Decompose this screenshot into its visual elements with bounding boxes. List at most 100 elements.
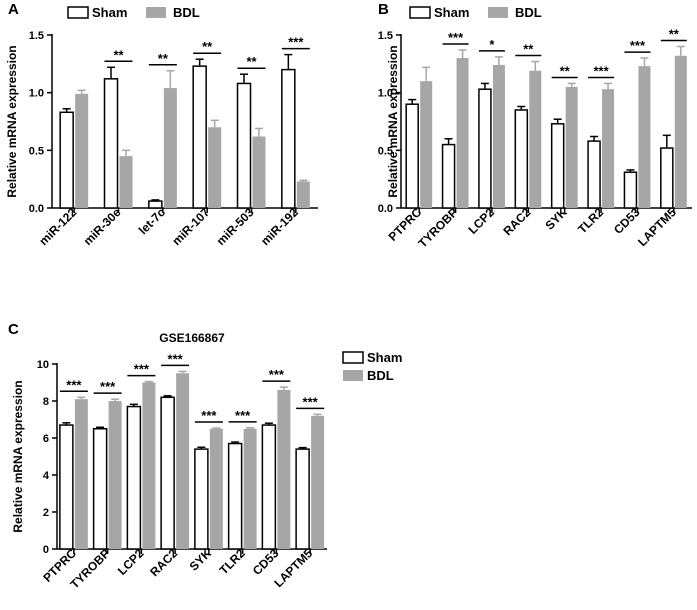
bar-sham-LAPTM5: [660, 147, 674, 209]
legend-label-sham: Sham: [367, 350, 402, 365]
y-tick-label: 4: [43, 470, 50, 482]
bar-sham-TYROBP: [441, 143, 456, 209]
panel-a-chart: A 0.0 0.5 1.0 1.5 Relative mRNA expression miR…: [5, 1, 318, 248]
x-category-label: miR-107: [169, 205, 212, 248]
bar-bdl-RAC2: [529, 70, 542, 209]
bar-bdl-miR-30e: [119, 156, 133, 208]
y-tick-label: 8: [43, 396, 49, 408]
y-tick-label: 6: [43, 433, 49, 445]
bar-bdl-TLR2: [243, 428, 257, 549]
significance-stars: **: [560, 63, 571, 78]
y-axis-label: Relative mRNA expression: [5, 45, 19, 197]
bar-bdl-PTPRC: [420, 81, 433, 208]
y-tick-label: 10: [37, 359, 49, 371]
chart-title: GSE166867: [159, 331, 225, 345]
y-tick-label: 0.5: [29, 145, 44, 157]
bar-sham-CD53: [623, 171, 638, 209]
bar-bdl-miR-107: [208, 127, 222, 208]
legend-label-bdl: BDL: [515, 5, 542, 20]
y-tick-label: 0.0: [378, 203, 393, 215]
x-category-label: miR-30e: [81, 205, 124, 248]
significance-stars: ***: [134, 362, 150, 377]
bar-bdl-RAC2: [176, 373, 190, 549]
significance-stars: **: [246, 54, 257, 69]
bar-bdl-CD53: [277, 389, 291, 549]
bar-sham-RAC2: [160, 396, 175, 550]
bar-sham-miR-122: [59, 111, 74, 209]
bar-sham-PTPRC: [59, 424, 74, 550]
bar-sham-RAC2: [514, 109, 529, 209]
significance-stars: **: [523, 42, 534, 57]
y-tick-label: 1.0: [29, 88, 44, 100]
bar-sham-LAPTM5: [295, 448, 310, 550]
significance-stars: ***: [168, 351, 184, 366]
significance-stars: *: [489, 37, 495, 52]
bar-bdl-LCP2: [492, 64, 505, 208]
x-category-label: SYK: [542, 205, 570, 233]
bar-bdl-SYK: [565, 86, 578, 208]
x-category-label: LAPTM5: [271, 546, 315, 590]
bar-bdl-LAPTM5: [674, 55, 687, 209]
significance-stars: ***: [593, 63, 609, 78]
y-tick-label: 0: [43, 544, 49, 556]
y-tick-label: 1.0: [378, 88, 393, 100]
bar-sham-miR-192: [281, 68, 296, 209]
x-category-label: SYK: [187, 546, 215, 574]
legend-label-sham: Sham: [92, 5, 127, 20]
significance-stars: ***: [235, 408, 251, 423]
bar-sham-TLR2: [227, 442, 243, 550]
bar-bdl-PTPRC: [74, 399, 88, 549]
significance-stars: ***: [630, 38, 646, 53]
bar-bdl-TLR2: [602, 89, 615, 208]
bar-sham-TYROBP: [92, 428, 108, 550]
bar-sham-SYK: [550, 123, 565, 209]
significance-stars: **: [669, 27, 680, 42]
y-tick-label: 2: [43, 507, 49, 519]
bar-sham-PTPRC: [405, 103, 419, 209]
bar-bdl-miR-192: [296, 181, 310, 208]
significance-stars: **: [113, 47, 124, 62]
bar-bdl-LAPTM5: [311, 415, 325, 549]
x-category-label: TYROBP: [415, 205, 460, 250]
significance-stars: ***: [66, 377, 82, 392]
bar-sham-miR-107: [192, 65, 207, 209]
bar-sham-miR-503: [236, 82, 252, 209]
bar-bdl-LCP2: [142, 382, 156, 549]
legend-swatch-sham: [67, 6, 89, 19]
legend-swatch-sham: [409, 6, 431, 19]
legend-swatch-bdl: [488, 7, 508, 18]
bar-sham-LCP2: [126, 405, 142, 550]
significance-stars: **: [158, 51, 169, 66]
y-axis-label: Relative mRNA expression: [386, 45, 400, 197]
y-tick-label: 0.5: [378, 145, 393, 157]
bar-sham-CD53: [261, 424, 277, 550]
legend-swatch-bdl: [343, 370, 363, 381]
legend-label-bdl: BDL: [367, 368, 394, 383]
bar-bdl-SYK: [209, 428, 223, 549]
legend-label-sham: Sham: [434, 5, 469, 20]
x-category-label: LAPTM5: [635, 205, 679, 249]
bar-bdl-miR-122: [75, 93, 89, 208]
legend-swatch-sham: [342, 351, 364, 364]
panel-letter: A: [8, 1, 19, 18]
bar-bdl-miR-503: [252, 136, 266, 208]
significance-stars: ***: [269, 367, 285, 382]
y-tick-label: 0.0: [29, 203, 44, 215]
legend-swatch-bdl: [146, 7, 166, 18]
bar-bdl-CD53: [638, 66, 651, 208]
significance-stars: ***: [100, 379, 116, 394]
bar-sham-miR-30e: [103, 78, 119, 209]
y-axis-label: Relative mRNA expression: [11, 380, 25, 532]
x-category-label: miR-503: [214, 205, 257, 248]
bar-sham-LCP2: [478, 88, 492, 209]
panel-letter: C: [8, 321, 19, 338]
panel-c-chart: C GSE166867 0 2 4 6 8 10 Relative mRNA expressio…: [8, 321, 402, 591]
significance-stars: ***: [303, 394, 319, 409]
panel-letter: B: [378, 1, 389, 18]
significance-stars: ***: [448, 30, 464, 45]
bar-sham-TLR2: [587, 140, 601, 209]
legend-label-bdl: BDL: [173, 5, 200, 20]
bar-bdl-TYROBP: [456, 58, 469, 208]
